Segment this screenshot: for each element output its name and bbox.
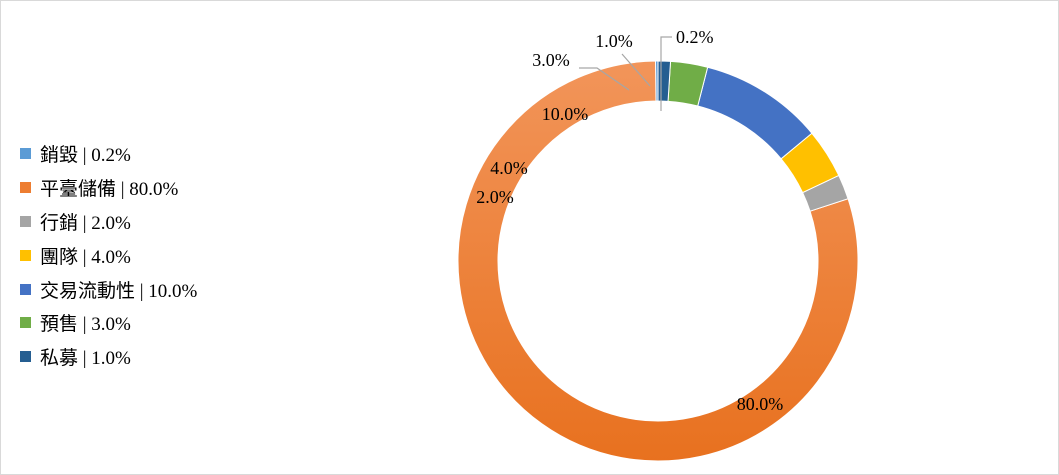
- donut-slices: [457, 60, 859, 462]
- legend-swatch-6: [20, 351, 31, 363]
- legend-swatch-3: [20, 249, 31, 261]
- legend-swatch-4: [20, 283, 31, 295]
- legend-label-0: 銷毀 | 0.2%: [40, 145, 131, 167]
- legend-item-2: 行銷 | 2.0%: [20, 205, 197, 239]
- legend-label-5: 預售 | 3.0%: [40, 314, 131, 336]
- data-labels: 0.2% 80.0% 2.0% 4.0% 10.0% 3.0% 1.0%: [476, 27, 783, 414]
- data-label-0: 0.2%: [676, 27, 714, 47]
- legend-item-1: 平臺儲備 | 80.0%: [20, 171, 197, 205]
- data-label-5: 3.0%: [532, 50, 570, 70]
- legend-item-6: 私募 | 1.0%: [20, 340, 197, 374]
- legend-label-3: 團隊 | 4.0%: [40, 246, 131, 268]
- legend-label-1: 平臺儲備 | 80.0%: [40, 179, 179, 201]
- legend-item-3: 團隊 | 4.0%: [20, 238, 197, 272]
- data-label-4: 10.0%: [542, 104, 589, 124]
- legend-label-2: 行銷 | 2.0%: [40, 212, 131, 234]
- leader-line-6: [621, 53, 651, 87]
- legend-swatch-1: [20, 182, 31, 194]
- legend-label-6: 私募 | 1.0%: [40, 348, 131, 370]
- legend-item-5: 預售 | 3.0%: [20, 306, 197, 340]
- leader-lines: [579, 36, 672, 111]
- legend-item-4: 交易流動性 | 10.0%: [20, 272, 197, 306]
- legend-swatch-2: [20, 215, 31, 227]
- data-label-1: 80.0%: [737, 394, 784, 414]
- slice-1: [457, 60, 859, 462]
- data-label-3: 4.0%: [490, 158, 528, 178]
- legend-item-0: 銷毀 | 0.2%: [20, 137, 197, 171]
- slice-6: [657, 60, 672, 102]
- legend-swatch-0: [20, 148, 31, 160]
- legend-label-4: 交易流動性 | 10.0%: [40, 280, 198, 302]
- leader-line-0: [660, 36, 672, 111]
- slice-4: [697, 66, 813, 160]
- chart-legend: 銷毀 | 0.2% 平臺儲備 | 80.0% 行銷 | 2.0% 團隊 | 4.…: [20, 137, 197, 374]
- data-label-6: 1.0%: [595, 31, 633, 51]
- legend-swatch-5: [20, 317, 31, 329]
- data-label-2: 2.0%: [476, 187, 514, 207]
- leader-line-5: [579, 67, 630, 91]
